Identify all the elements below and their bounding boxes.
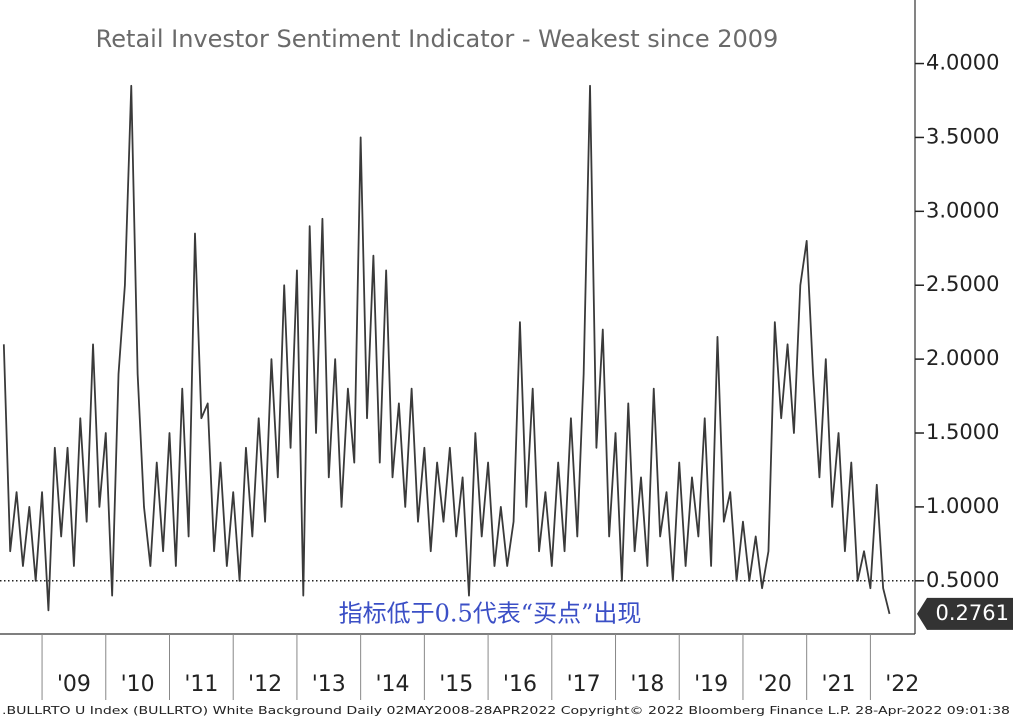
x-tick-label: '14	[375, 672, 409, 697]
x-tick-label: '09	[57, 672, 91, 697]
x-tick-label: '22	[885, 672, 919, 697]
y-tick-label: 0.5000	[926, 568, 999, 592]
y-tick-label: 1.5000	[926, 420, 999, 444]
y-tick-label: 2.0000	[926, 346, 999, 370]
y-tick-label: 3.5000	[926, 124, 999, 148]
x-tick-label: '13	[312, 672, 346, 697]
x-tick-label: '11	[184, 672, 218, 697]
x-tick-label: '16	[503, 672, 537, 697]
annotation: 指标低于0.5代表“买点”出现	[339, 600, 642, 628]
x-tick-label: '10	[121, 672, 155, 697]
y-tick-label: 2.5000	[926, 272, 999, 296]
footer: .BULLRTO U Index (BULLRTO) White Backgro…	[2, 704, 1010, 717]
x-tick-label: '18	[630, 672, 664, 697]
last-value-label: 0.2761	[936, 601, 1009, 625]
y-tick-label: 3.0000	[926, 198, 999, 222]
x-tick-label: '15	[439, 672, 473, 697]
last-value-tag	[917, 597, 1013, 630]
series-line	[2, 84, 891, 615]
x-tick-label: '19	[694, 672, 728, 697]
y-tick-label: 4.0000	[926, 51, 999, 75]
x-tick-label: '21	[822, 672, 856, 697]
y-tick-label: 1.0000	[926, 494, 999, 518]
x-tick-label: '17	[567, 672, 601, 697]
chart-title: Retail Investor Sentiment Indicator - We…	[96, 25, 779, 53]
x-tick-label: '20	[758, 672, 792, 697]
plot-area	[2, 84, 891, 615]
x-tick-label: '12	[248, 672, 282, 697]
